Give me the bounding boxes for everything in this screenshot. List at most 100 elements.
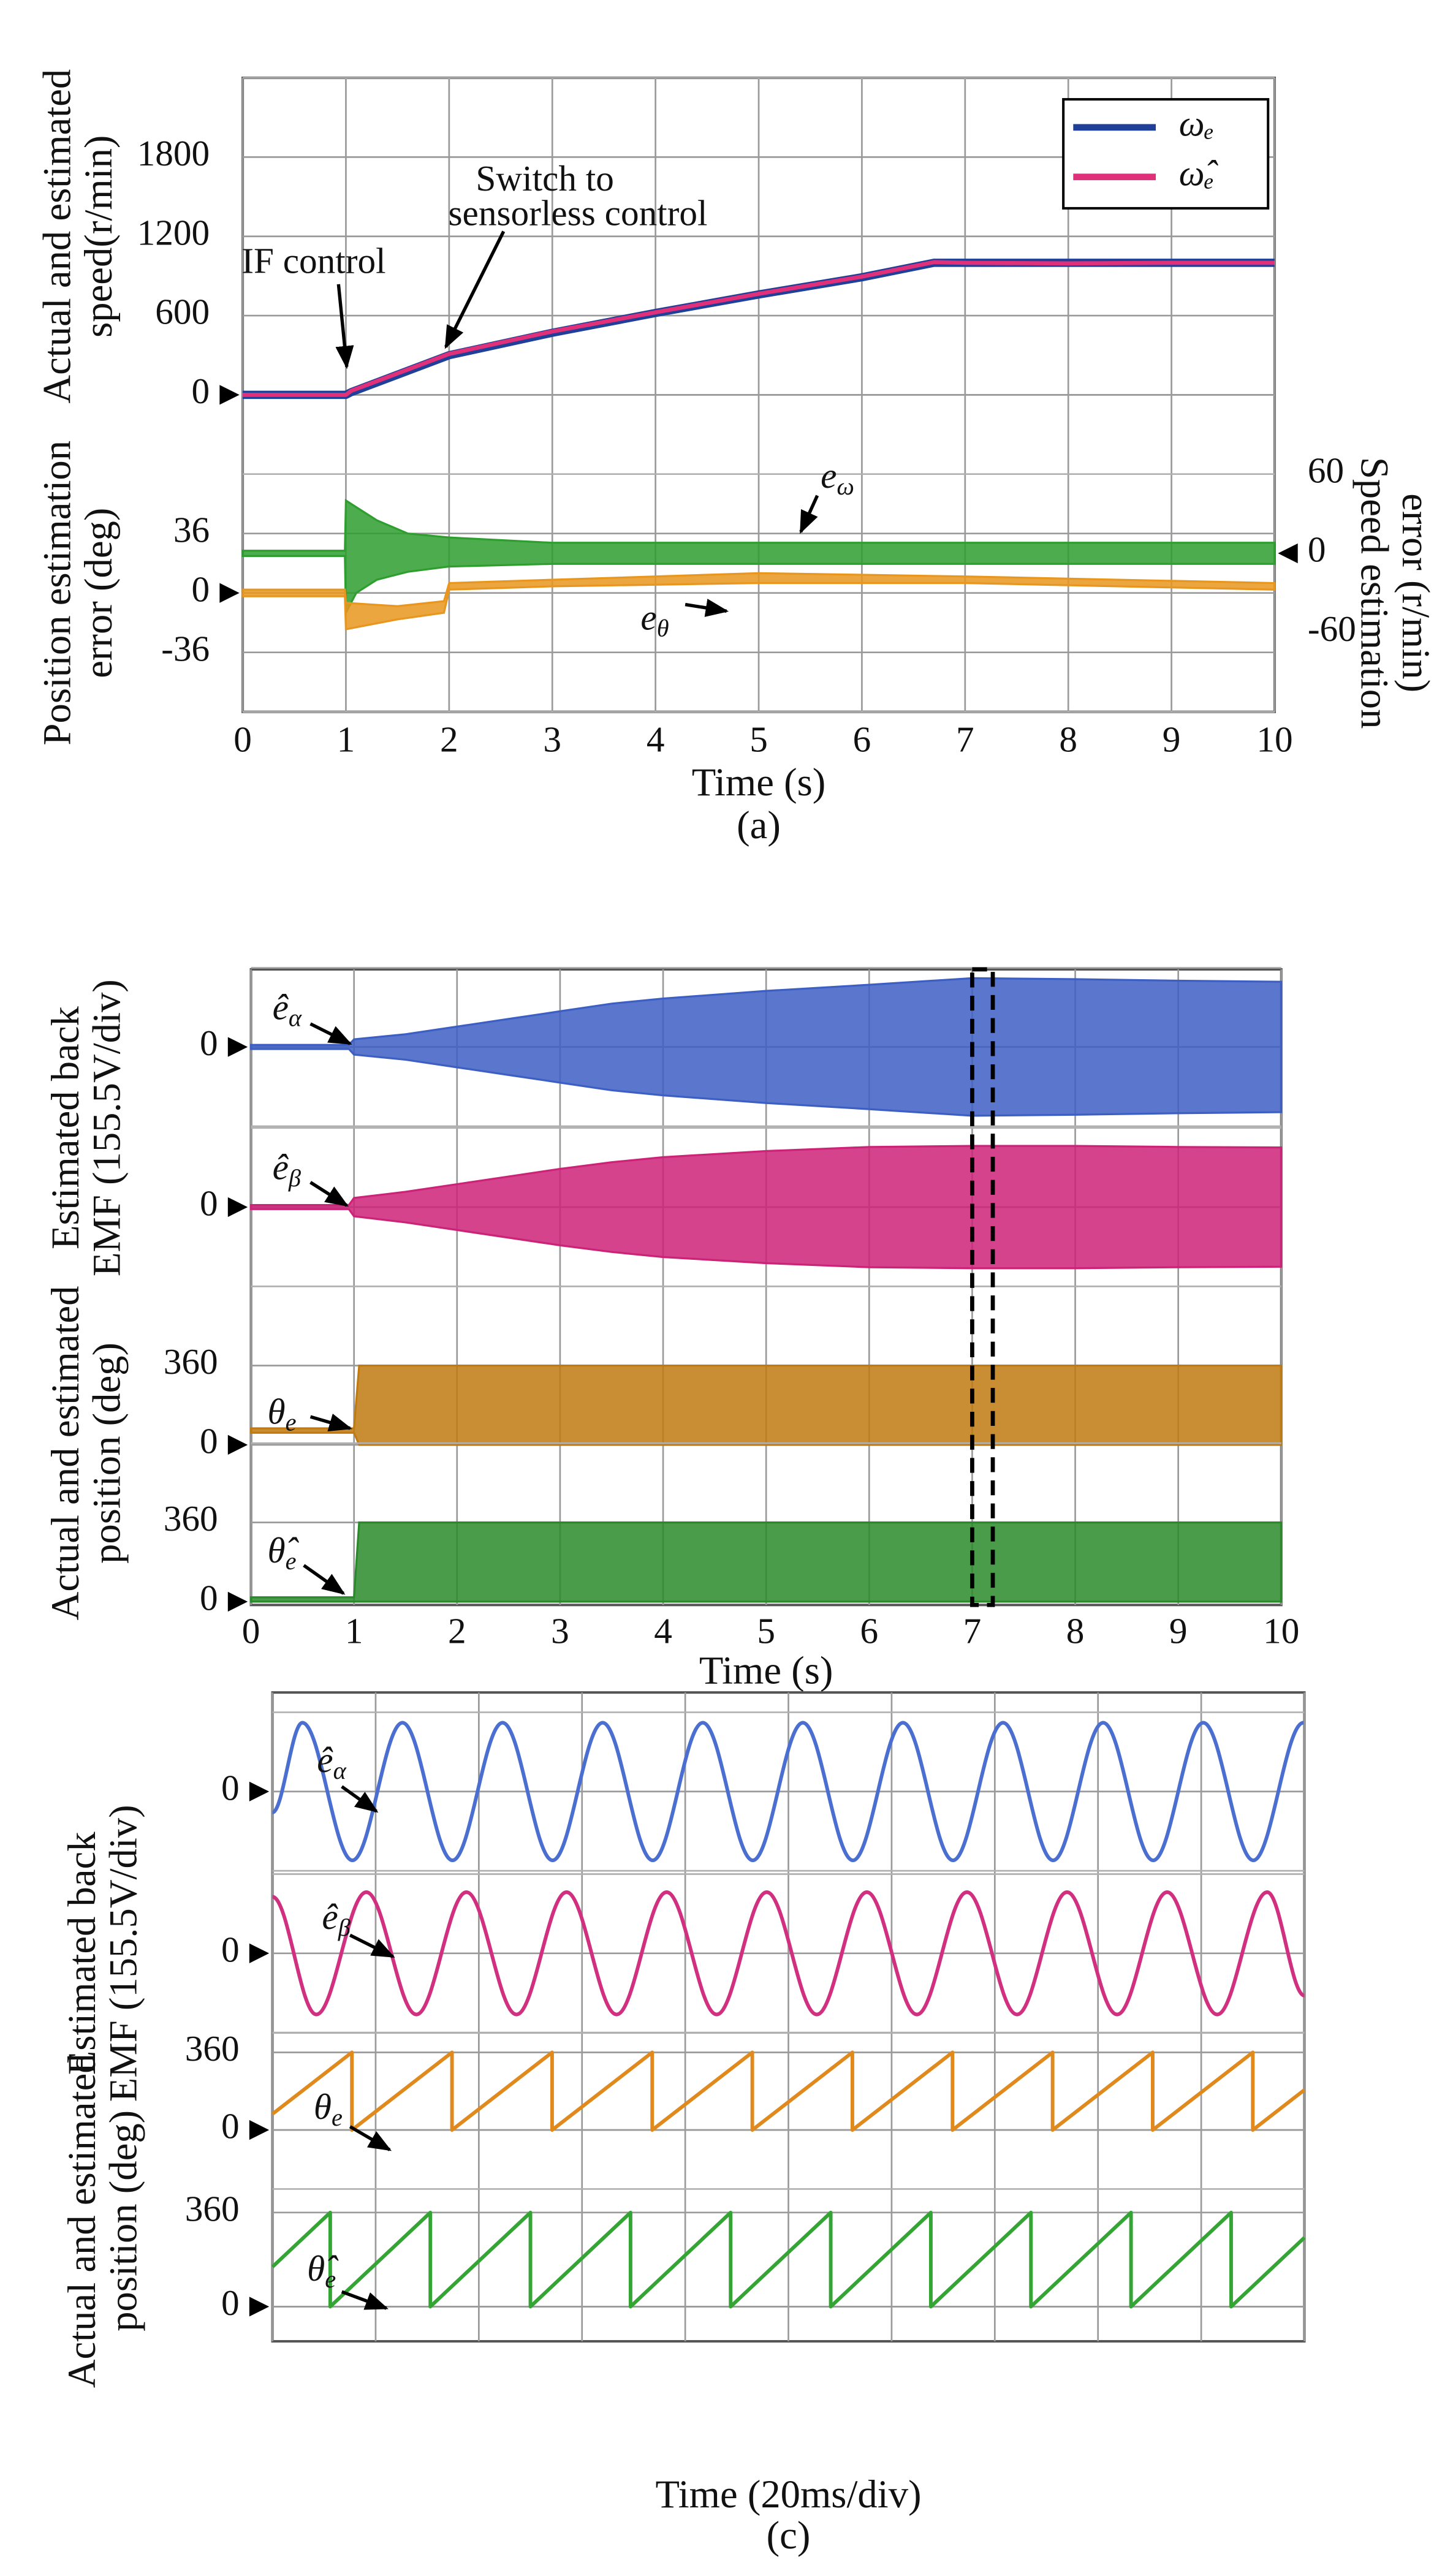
x-tick-label: 4 xyxy=(647,719,665,759)
x-tick-label: 2 xyxy=(448,1610,466,1651)
y-axis-label: Estimated back xyxy=(59,1832,104,2075)
x-tick-label: 6 xyxy=(860,1610,878,1651)
annotation-arrow xyxy=(349,2125,392,2151)
y-axis-label: Position estimation xyxy=(35,441,79,746)
zero-marker xyxy=(249,2297,270,2317)
x-tick-label: 0 xyxy=(233,719,252,759)
annotation-subscript: e xyxy=(286,1547,297,1575)
annotation-subscript: α xyxy=(289,1004,302,1032)
annotation-subscript: ω xyxy=(837,472,854,500)
y-axis-label: Actual and estimated xyxy=(35,69,79,404)
signal-line xyxy=(271,1721,1304,1863)
signal-band xyxy=(249,1365,1283,1446)
y-axis-label: Actual and estimated xyxy=(43,1286,87,1621)
x-tick-label: 8 xyxy=(1059,719,1077,759)
x-tick-label: 2 xyxy=(440,719,458,759)
x-tick-label: 3 xyxy=(543,719,561,759)
y-tick-label: 360 xyxy=(185,2028,240,2069)
signal-line xyxy=(271,2050,1306,2132)
y-tick-label: 36 xyxy=(173,509,210,550)
x-tick-label: 5 xyxy=(749,719,768,759)
y2-tick-label: -60 xyxy=(1308,608,1356,649)
signal-line xyxy=(271,1890,1305,2017)
y-axis-label: position (deg) xyxy=(84,1343,128,1564)
annotation: Switch to xyxy=(476,157,614,198)
x-tick-label: 7 xyxy=(963,1610,982,1651)
annotation-arrow xyxy=(335,284,354,369)
annotation: êβ xyxy=(273,1146,302,1192)
legend-label: ω̂ₑ xyxy=(1179,153,1219,193)
y-axis-label: EMF (155.5V/div) xyxy=(101,1805,145,2102)
y-tick-label: 0 xyxy=(221,2282,240,2323)
signal-band xyxy=(249,1145,1283,1270)
annotation: sensorless control xyxy=(448,192,707,233)
caption: (c) xyxy=(767,2513,811,2557)
x-axis-label: Time (s) xyxy=(692,760,826,804)
zero-marker xyxy=(249,1943,270,1963)
x-tick-label: 8 xyxy=(1066,1610,1085,1651)
zero-marker xyxy=(227,1434,248,1455)
y-tick-label: 0 xyxy=(200,1578,218,1618)
annotation-subscript: θ xyxy=(657,615,669,642)
zero-marker xyxy=(219,385,240,405)
y-tick-label: -36 xyxy=(161,628,210,669)
annotation-subscript: α xyxy=(333,1757,347,1784)
caption: (a) xyxy=(737,803,781,847)
annotation-subscript: e xyxy=(325,2265,336,2293)
y2-tick-label: 60 xyxy=(1308,450,1344,490)
annotation-text: Switch to xyxy=(476,157,614,198)
x-tick-label: 6 xyxy=(853,719,871,759)
y-axis-label: speed(r/min) xyxy=(76,135,120,338)
annotation-arrow xyxy=(799,494,819,534)
annotation: eω xyxy=(821,455,854,500)
annotation: θe xyxy=(267,1391,296,1436)
x-tick-label: 3 xyxy=(551,1610,569,1651)
signal-band xyxy=(241,498,1276,613)
x-tick-label: 10 xyxy=(1256,719,1292,759)
annotation: êβ xyxy=(322,1896,351,1942)
annotation-arrow xyxy=(309,1181,349,1207)
x-tick-label: 5 xyxy=(757,1610,775,1651)
annotation-subscript: β xyxy=(288,1164,302,1192)
zero-marker xyxy=(249,2120,270,2140)
y-axis-label: Actual and estimated xyxy=(59,2053,104,2388)
annotation-text: ê xyxy=(273,987,289,1027)
annotation-arrow xyxy=(309,1414,352,1431)
signal-line xyxy=(271,2210,1306,2309)
y-axis-label: error (deg) xyxy=(76,508,120,678)
annotation-text: θ xyxy=(314,2086,332,2126)
annotation: IF control xyxy=(241,240,385,281)
annotation-subscript: e xyxy=(286,1409,297,1436)
x-tick-label: 7 xyxy=(956,719,974,759)
x-tick-label: 10 xyxy=(1263,1610,1299,1651)
annotation: θe xyxy=(314,2086,343,2131)
annotation-subscript: β xyxy=(338,1914,351,1941)
x-axis-label: Time (20ms/div) xyxy=(655,2472,921,2516)
y-tick-label: 0 xyxy=(200,1421,218,1461)
zero-marker xyxy=(249,1781,270,1801)
x-tick-label: 1 xyxy=(337,719,355,759)
annotation: êα xyxy=(273,987,302,1032)
zero-marker xyxy=(227,1037,248,1057)
zero-marker xyxy=(227,1591,248,1612)
x-tick-label: 0 xyxy=(242,1610,260,1651)
y-axis-label: position (deg) xyxy=(101,2110,145,2332)
annotation-arrow xyxy=(685,599,729,617)
y-axis-label: Estimated back xyxy=(43,1006,87,1249)
annotation-subscript: e xyxy=(332,2104,343,2131)
annotation: êα xyxy=(317,1740,346,1785)
annotation-arrow xyxy=(349,1933,395,1958)
y-tick-label: 1200 xyxy=(137,212,210,252)
annotation-text: ê xyxy=(322,1896,338,1937)
y-tick-label: 360 xyxy=(164,1341,218,1382)
highlight-box xyxy=(970,967,995,1607)
y-tick-label: 360 xyxy=(185,2188,240,2229)
legend-label: ωₑ xyxy=(1179,104,1214,144)
annotation-arrow xyxy=(341,1785,379,1813)
zero-marker xyxy=(227,1197,248,1218)
annotation: eθ xyxy=(640,597,669,642)
y-tick-label: 0 xyxy=(200,1023,218,1063)
y-tick-label: 0 xyxy=(221,1929,240,1969)
annotation-text: θ xyxy=(267,1391,285,1431)
annotation-text: ê xyxy=(317,1740,333,1780)
